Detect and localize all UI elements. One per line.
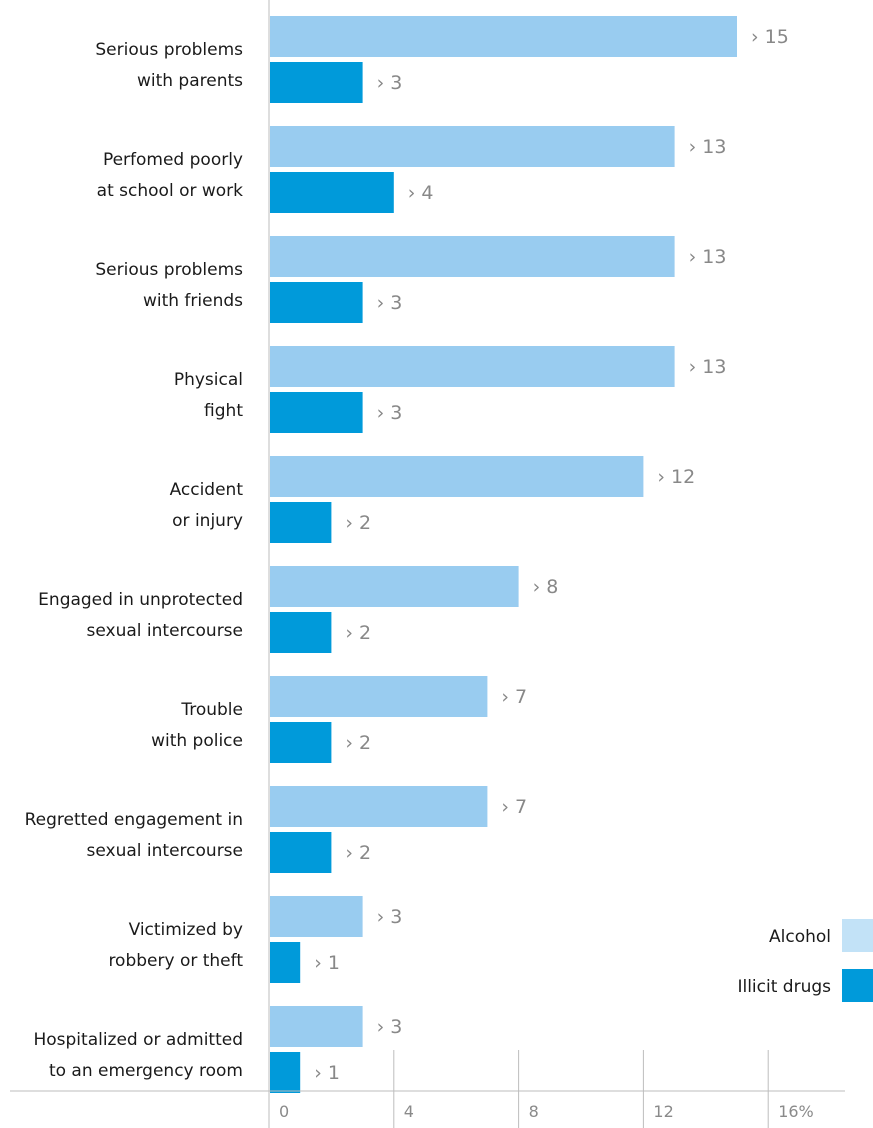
category-label: Perfomed poorly xyxy=(103,150,243,170)
x-tick-label: 16% xyxy=(778,1102,814,1121)
value-label: › 12 xyxy=(657,466,695,488)
category-label: Physical xyxy=(174,370,243,390)
bar-alcohol xyxy=(270,566,519,607)
category-label: Hospitalized or admitted xyxy=(33,1030,243,1050)
bar-alcohol xyxy=(270,786,488,827)
category-label: with friends xyxy=(143,291,243,311)
category-label: Accident xyxy=(170,480,244,500)
category-label: Victimized by xyxy=(129,920,243,940)
bar-illicit-drugs xyxy=(270,502,332,543)
category-label: with police xyxy=(151,731,243,751)
bar-illicit-drugs xyxy=(270,722,332,763)
category-label: Serious problems xyxy=(95,260,243,280)
value-label: › 8 xyxy=(533,576,559,598)
legend-label: Alcohol xyxy=(769,927,831,947)
category-label: Serious problems xyxy=(95,40,243,60)
bar-illicit-drugs xyxy=(270,832,332,873)
value-label: › 13 xyxy=(689,246,727,268)
bar-alcohol xyxy=(270,676,488,717)
bar-illicit-drugs xyxy=(270,172,394,213)
legend-swatch-illicit-drugs xyxy=(842,969,873,1002)
category-label: sexual intercourse xyxy=(87,621,243,641)
value-label: › 13 xyxy=(689,356,727,378)
bar-illicit-drugs xyxy=(270,62,363,103)
value-label: › 15 xyxy=(751,26,789,48)
bar-alcohol xyxy=(270,346,675,387)
legend-swatch-alcohol xyxy=(842,919,873,952)
legend-label: Illicit drugs xyxy=(737,977,831,997)
bar-alcohol xyxy=(270,126,675,167)
bar-illicit-drugs xyxy=(270,1052,301,1093)
value-label: › 1 xyxy=(314,1062,340,1084)
x-tick-label: 0 xyxy=(279,1102,289,1121)
category-label: to an emergency room xyxy=(49,1061,243,1081)
category-label: Engaged in unprotected xyxy=(38,590,243,610)
x-tick-label: 8 xyxy=(529,1102,539,1121)
category-label: with parents xyxy=(137,71,243,91)
category-label: at school or work xyxy=(97,181,243,201)
value-label: › 2 xyxy=(345,512,371,534)
value-label: › 1 xyxy=(314,952,340,974)
value-label: › 2 xyxy=(345,732,371,754)
bar-illicit-drugs xyxy=(270,942,301,983)
bar-illicit-drugs xyxy=(270,282,363,323)
bar-illicit-drugs xyxy=(270,392,363,433)
value-label: › 3 xyxy=(377,402,403,424)
value-label: › 7 xyxy=(501,796,527,818)
value-label: › 3 xyxy=(377,906,403,928)
x-tick-label: 12 xyxy=(653,1102,673,1121)
category-label: or injury xyxy=(172,511,243,531)
category-label: robbery or theft xyxy=(108,951,243,971)
value-label: › 2 xyxy=(345,842,371,864)
bar-illicit-drugs xyxy=(270,612,332,653)
value-label: › 7 xyxy=(501,686,527,708)
category-label: sexual intercourse xyxy=(87,841,243,861)
bar-alcohol xyxy=(270,1006,363,1047)
value-label: › 3 xyxy=(377,292,403,314)
value-label: › 3 xyxy=(377,1016,403,1038)
bar-alcohol xyxy=(270,236,675,277)
value-label: › 3 xyxy=(377,72,403,94)
value-label: › 13 xyxy=(689,136,727,158)
category-label: fight xyxy=(204,401,243,421)
bar-alcohol xyxy=(270,896,363,937)
value-label: › 4 xyxy=(408,182,434,204)
bar-alcohol xyxy=(270,16,737,57)
category-label: Trouble xyxy=(180,700,243,720)
value-label: › 2 xyxy=(345,622,371,644)
category-label: Regretted engagement in xyxy=(25,810,243,830)
x-tick-label: 4 xyxy=(404,1102,414,1121)
bar-alcohol xyxy=(270,456,644,497)
